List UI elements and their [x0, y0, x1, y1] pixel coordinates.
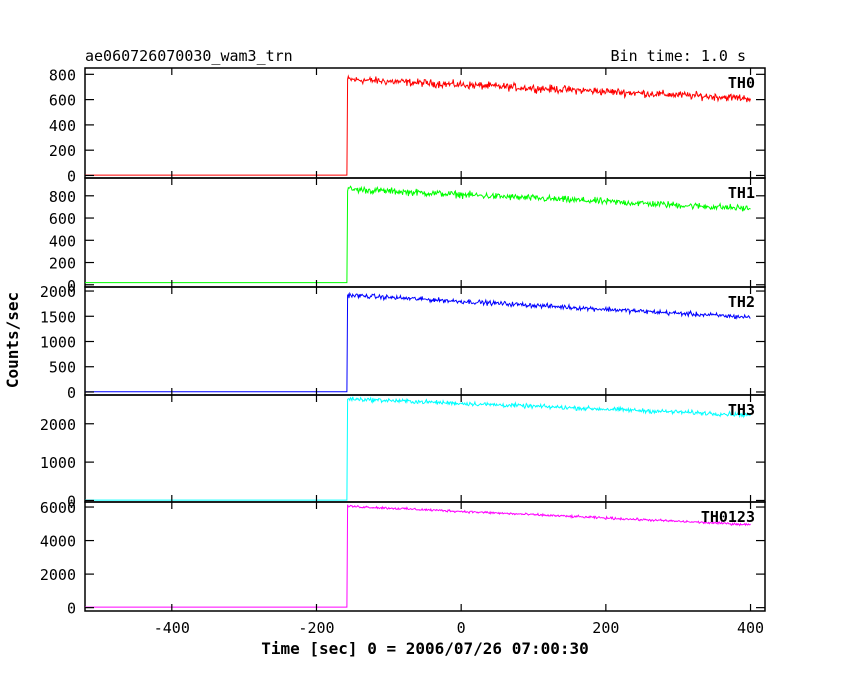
y-tick-label: 1000: [40, 454, 76, 472]
y-tick-label: 600: [49, 92, 76, 110]
panel-th3: 0 1000 2000 TH3: [40, 394, 766, 510]
y-tick-label: 800: [49, 188, 76, 206]
y-tick-label: 0: [67, 600, 76, 618]
series-th0: [85, 74, 751, 176]
x-axis-label: Time [sec] 0 = 2006/07/26 07:00:30: [261, 639, 589, 658]
y-tick-label: 1500: [40, 308, 76, 326]
panel-name-label: TH3: [728, 401, 755, 419]
panel-th0123: 0 2000 4000 6000 TH0123: [40, 499, 766, 618]
y-tick-label: 2000: [40, 566, 76, 584]
x-tick-label: 400: [737, 619, 764, 637]
y-tick-label: 600: [49, 210, 76, 228]
y-tick-label: 4000: [40, 533, 76, 551]
y-tick-label: 400: [49, 117, 76, 135]
panel-name-label: TH0123: [701, 508, 755, 526]
panel-name-label: TH0: [728, 74, 755, 92]
x-tick-label: 200: [592, 619, 619, 637]
y-tick-label: 800: [49, 66, 76, 84]
bin-time-label: Bin time: 1.0 s: [611, 47, 746, 65]
series-th3: [85, 396, 751, 501]
y-tick-label: 0: [67, 384, 76, 402]
panel-name-label: TH2: [728, 293, 755, 311]
x-axis: -400 -200 0 200 400: [154, 619, 764, 637]
x-tick-label: 0: [457, 619, 466, 637]
y-axis-label: Counts/sec: [3, 292, 22, 388]
x-tick-label: -400: [154, 619, 190, 637]
panel-th1: 0 200 400 600 800 TH1: [49, 177, 766, 295]
panel-frame: [84, 286, 766, 396]
y-tick-label: 2000: [40, 416, 76, 434]
panel-th0: 0 200 400 600 800 TH0: [49, 66, 766, 185]
y-tick-label: 1000: [40, 334, 76, 352]
panel-th2: 0 500 1000 1500 2000 TH2: [40, 283, 766, 402]
y-tick-label: 0: [67, 492, 76, 510]
series-th0123: [85, 504, 751, 608]
y-tick-label: 2000: [40, 283, 76, 301]
y-tick-label: 0: [67, 167, 76, 185]
panels-layer: 0 200 400 600 800 TH0 0 200 400 600 800 TH1 0 500 1000…: [40, 66, 766, 618]
y-tick-label: 0: [67, 277, 76, 295]
series-th2: [85, 291, 751, 393]
chart-title: ae060726070030_wam3_trn: [85, 47, 293, 65]
y-tick-label: 400: [49, 232, 76, 250]
panel-frame: [84, 501, 766, 612]
x-tick-label: -200: [298, 619, 334, 637]
y-tick-label: 6000: [40, 499, 76, 517]
panel-frame: [84, 67, 766, 179]
series-th1: [85, 185, 751, 284]
y-tick-label: 200: [49, 142, 76, 160]
y-tick-label: 200: [49, 255, 76, 273]
y-tick-label: 500: [49, 359, 76, 377]
panel-name-label: TH1: [728, 184, 755, 202]
